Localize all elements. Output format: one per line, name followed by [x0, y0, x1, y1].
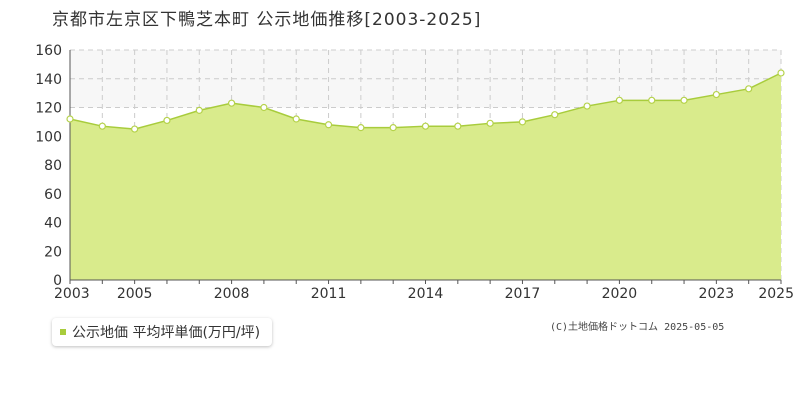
data-point [648, 96, 656, 104]
data-point [421, 122, 430, 130]
data-point [454, 122, 462, 130]
data-point [260, 103, 268, 112]
data-point [389, 124, 397, 132]
y-tick-label: 40 [44, 216, 62, 232]
y-tick-label: 0 [53, 273, 62, 289]
legend-label: 公示地価 平均坪単価(万円/坪) [72, 325, 261, 341]
y-tick-label: 120 [35, 101, 62, 117]
y-tick-label: 160 [35, 43, 62, 59]
axis-layer [69, 50, 782, 284]
data-point [98, 122, 106, 130]
data-point [551, 111, 559, 119]
data-point [131, 125, 139, 133]
data-point [615, 96, 624, 104]
y-tick-label: 80 [44, 158, 62, 174]
legend-swatch [60, 329, 66, 335]
x-tick-label: 2020 [602, 286, 638, 302]
legend: 公示地価 平均坪単価(万円/坪) [52, 318, 273, 346]
y-tick-label: 60 [44, 187, 62, 203]
data-point [357, 124, 365, 132]
data-point [486, 119, 494, 127]
data-point [163, 116, 171, 125]
data-point [227, 99, 236, 107]
x-tick-label: 2014 [408, 286, 444, 302]
data-point [324, 121, 333, 129]
data-point [745, 85, 753, 93]
x-tick-label: 2005 [117, 286, 153, 302]
data-point [680, 96, 688, 104]
copyright-text: (C)土地価格ドットコム 2025-05-05 [550, 322, 725, 333]
data-point [66, 115, 74, 123]
chart-title: 京都市左京区下鴨芝本町 公示地価推移[2003-2025] [52, 10, 482, 30]
data-point [712, 90, 720, 99]
data-point [195, 106, 203, 114]
x-tick-label: 2025 [758, 286, 794, 302]
y-tick-label: 20 [44, 244, 62, 260]
data-point [583, 102, 591, 110]
x-tick-label: 2011 [311, 286, 347, 302]
x-tick-label: 2017 [505, 286, 541, 302]
tick-label-layer: 0 20 40 60 80 100 120 140 160 2003 2005 2008 2011 201… [35, 43, 794, 302]
data-point [292, 115, 300, 123]
marker-layer [66, 69, 785, 133]
y-tick-label: 140 [35, 72, 62, 88]
y-tick-label: 100 [35, 129, 62, 145]
series-area [70, 73, 781, 280]
x-tick-label: 2003 [54, 286, 90, 302]
x-tick-label: 2023 [699, 286, 735, 302]
data-point [777, 69, 785, 77]
x-tick-label: 2008 [214, 286, 250, 302]
data-point [518, 118, 527, 126]
